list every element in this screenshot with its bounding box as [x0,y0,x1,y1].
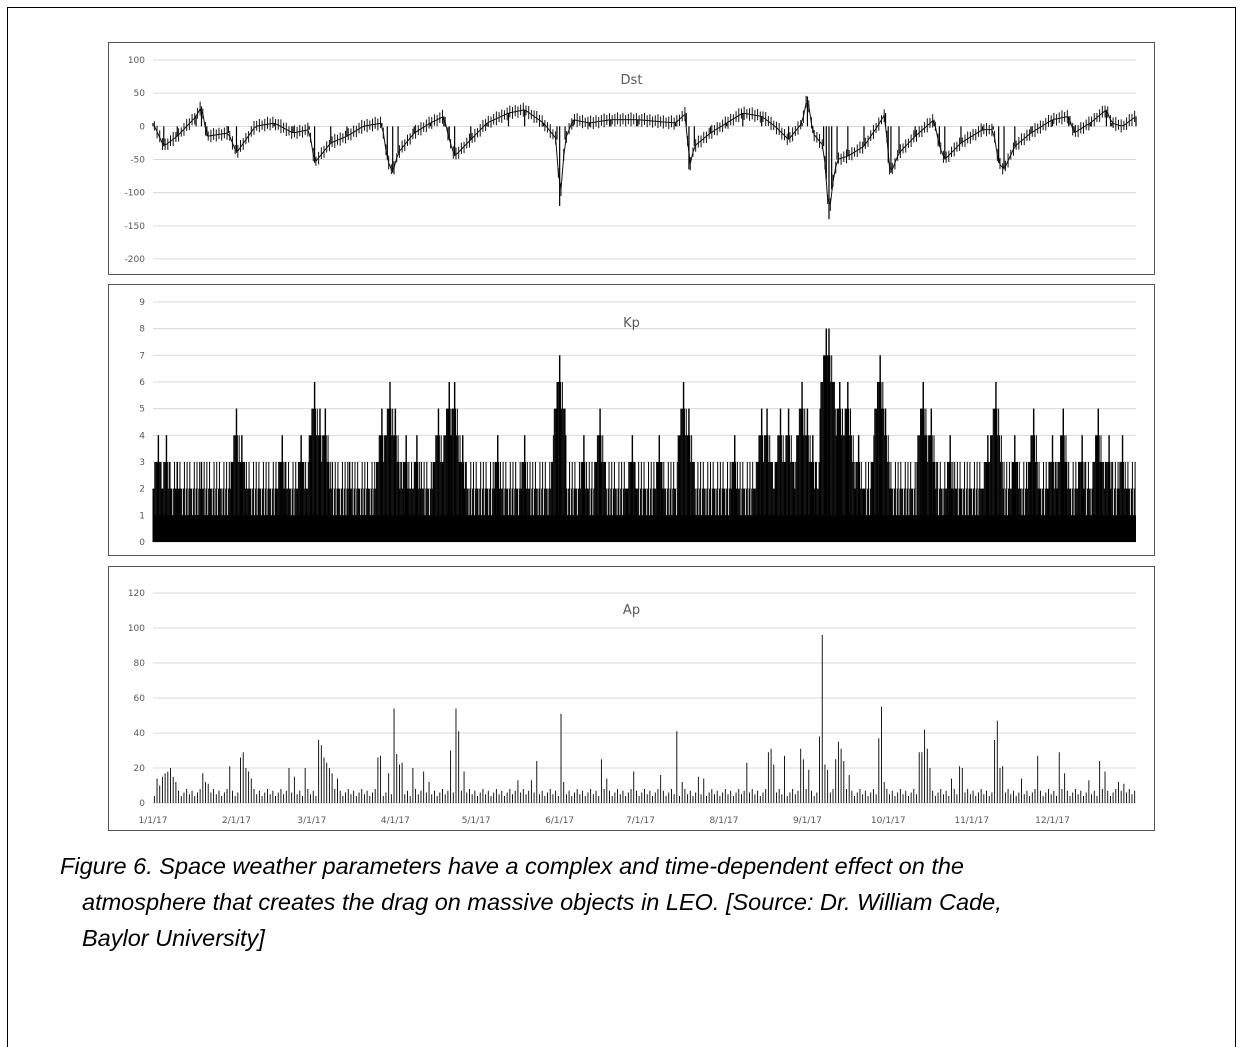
x-tick-label: 7/1/17 [626,816,655,826]
caption-line-2: atmosphere that creates the drag on mass… [60,884,1180,920]
2-y-tick-label: 100 [128,624,145,634]
x-tick-label: 11/1/17 [954,816,989,826]
dst-chart-title: Dst [109,73,1154,88]
dst-trace [1057,118,1060,119]
dst-series [153,96,1136,219]
x-tick-label: 4/1/17 [381,816,410,826]
0-y-tick-label: 100 [128,56,145,66]
0-y-tick-label: -100 [125,189,146,199]
1-y-tick-label: 2 [139,485,145,495]
2-y-tick-label: 120 [128,589,145,599]
dst-trace [995,138,998,155]
dst-trace [803,103,806,116]
dst-trace [561,156,564,189]
dst-chart-panel: 100 50 0 -50 -100 -150 -200 Dst [108,42,1155,275]
ap-series [154,635,1134,803]
dst-trace [294,132,297,133]
x-tick-label: 5/1/17 [462,816,491,826]
0-y-tick-label: 50 [134,89,146,99]
0-y-tick-label: -50 [130,156,145,166]
1-y-tick-label: 4 [139,431,145,441]
2-y-tick-label: 0 [139,799,145,809]
dst-trace [383,132,386,150]
caption-line-1: Figure 6. Space weather parameters have … [60,848,1180,884]
x-tick-label: 10/1/17 [871,816,906,826]
dst-trace [515,111,518,112]
dst-trace [1065,117,1068,118]
dst-trace [513,112,516,113]
dst-trace [585,122,588,123]
x-tick-label: 8/1/17 [709,816,738,826]
x-tick-label: 12/1/17 [1035,816,1070,826]
dst-trace [521,110,524,111]
dst-trace [311,138,314,155]
2-y-tick-label: 40 [134,729,146,739]
1-y-tick-label: 1 [139,511,145,521]
1-y-tick-label: 6 [139,378,145,388]
dst-trace [574,120,577,121]
dst-trace [556,138,559,173]
dst-trace [833,167,836,182]
dst-trace [577,121,580,122]
dst-trace [583,122,586,123]
ap-chart-panel: 120 100 80 60 40 20 0 1/1/17 2/1/17 3/1/17 4/1/17 5… [108,566,1155,831]
0-y-tick-label: 0 [139,122,145,132]
x-tick-label: 3/1/17 [297,816,326,826]
1-y-tick-label: 3 [139,458,145,468]
x-tick-label: 9/1/17 [793,816,822,826]
dst-trace [1062,117,1065,118]
1-y-tick-label: 9 [139,298,145,308]
2-y-tick-label: 80 [134,659,146,669]
x-tick-label: 6/1/17 [545,816,574,826]
caption-line-3: Baylor University] [60,920,1180,956]
dst-trace [822,145,825,163]
x-tick-label: 1/1/17 [139,816,168,826]
x-tick-label: 2/1/17 [222,816,251,826]
2-y-tick-label: 60 [134,694,146,704]
figure-caption: Figure 6. Space weather parameters have … [60,848,1180,956]
1-y-tick-label: 0 [139,538,145,548]
dst-trace [809,106,812,124]
dst-trace [300,131,303,132]
dst-trace [297,132,300,133]
dst-trace [1054,119,1057,120]
dst-trace [302,130,305,131]
0-y-tick-label: -200 [125,255,146,265]
kp-chart-title: Kp [109,316,1154,331]
2-y-tick-label: 20 [134,764,146,774]
0-y-tick-label: -150 [125,222,146,232]
1-y-tick-label: 5 [139,405,145,415]
dst-trace [1121,125,1124,126]
dst-trace [518,111,521,112]
dst-trace [1059,118,1062,119]
1-y-tick-label: 7 [139,351,145,361]
ap-chart-title: Ap [109,603,1154,618]
dst-trace [580,121,583,122]
dst-trace [510,112,513,113]
dst-trace [935,126,938,139]
